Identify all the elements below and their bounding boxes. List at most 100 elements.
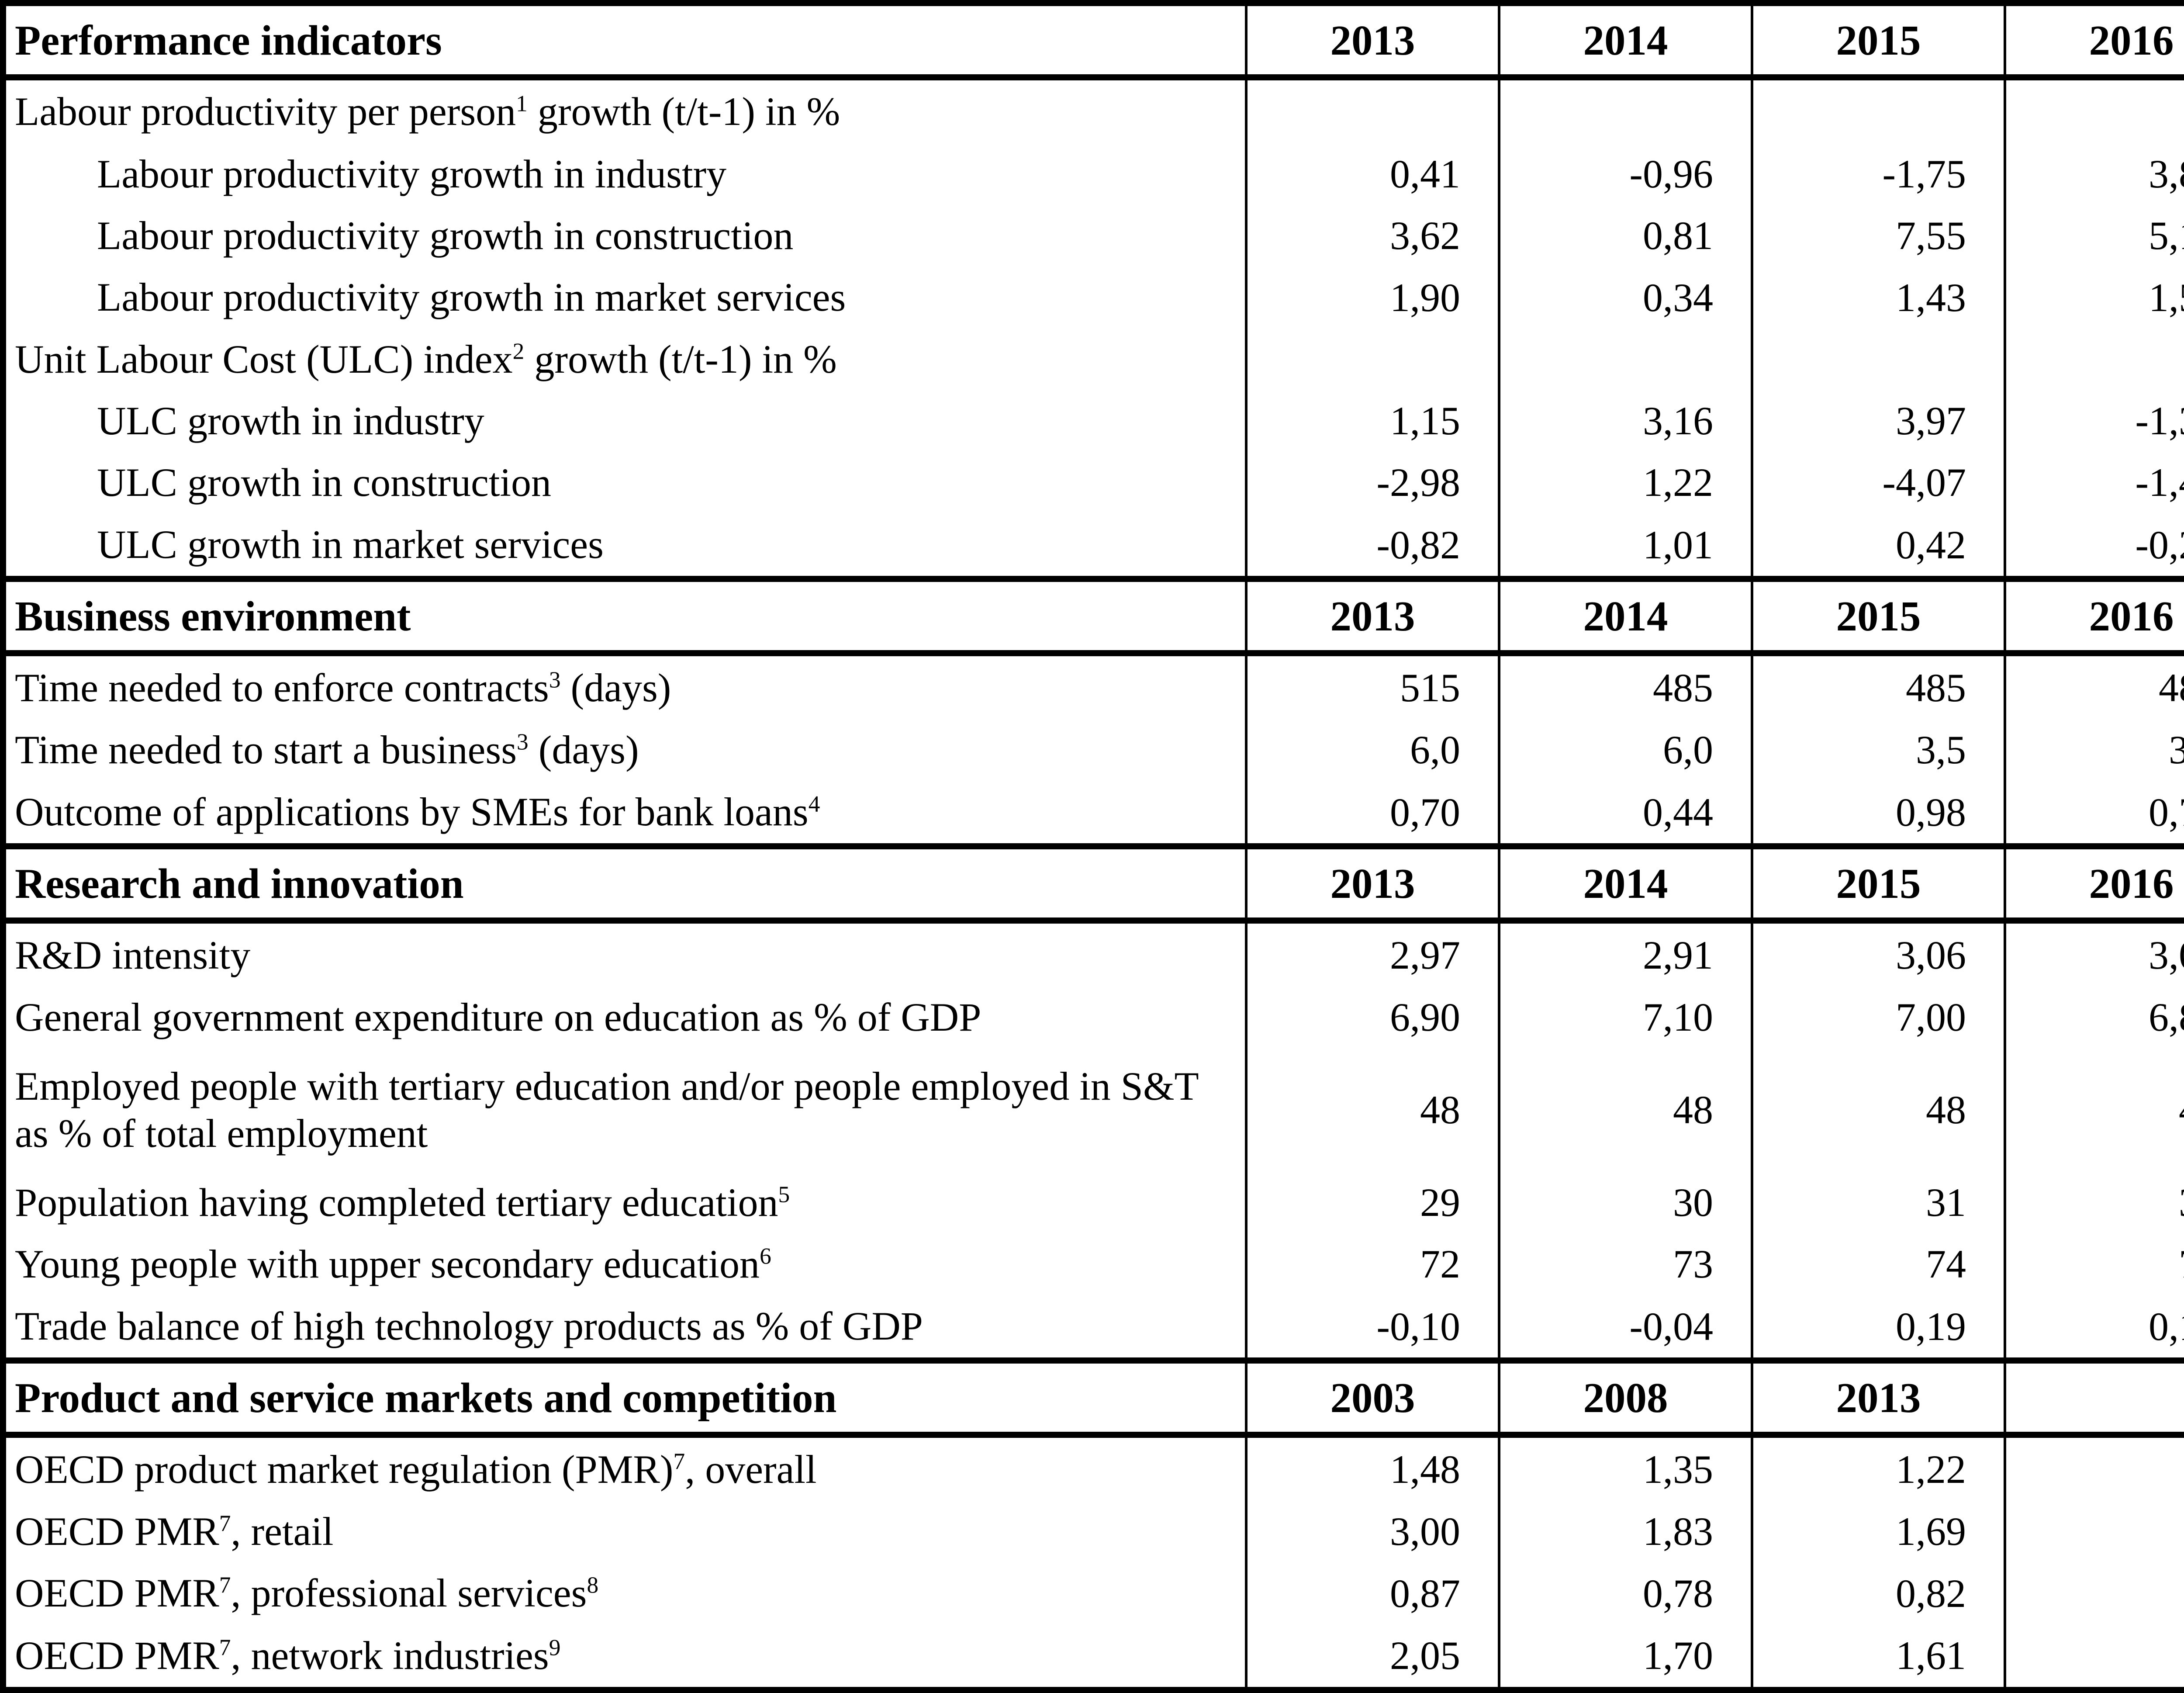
section-title: Research and innovation [3,843,1246,924]
value-cell: 6,0 [1498,719,1752,781]
table-row: ULC growth in construction -2,98 1,22 -4,07… [3,451,2184,513]
value-cell: 0,79 [2004,780,2184,847]
value-cell: 515 [1245,653,1499,719]
row-label: Unit Labour Cost (ULC) index2 growth (t/… [3,328,1246,390]
value-cell: 49 [2004,1048,2184,1172]
value-cell [2004,1624,2184,1690]
value-cell: 5,16 [2004,204,2184,267]
label-text: , network industries [231,1633,549,1678]
table-row: Trade balance of high technology product… [3,1295,2184,1361]
year-header: 2016 [2004,576,2184,657]
value-cell [2004,328,2184,390]
row-label: Employed people with tertiary education … [3,1048,1246,1172]
value-cell [1245,328,1499,390]
footnote-marker: 1 [516,90,528,117]
footnote-marker: 3 [549,666,561,693]
row-label: General government expenditure on educat… [3,987,1246,1048]
year-header: 2015 [1751,576,2005,657]
label-text: General government expenditure on educat… [15,995,981,1040]
value-cell: 73 [1498,1233,1752,1295]
value-cell: 1,50 [2004,266,2184,329]
value-cell: 3,97 [1751,390,2005,452]
table-row: ULC growth in market services -0,82 1,01 0,… [3,513,2184,579]
table-row: Labour productivity growth in constructi… [3,204,2184,267]
table-row: Time needed to enforce contracts3 (days)… [3,653,2184,719]
footnote-marker: 2 [512,337,525,364]
value-cell: 3,5 [1751,719,2005,781]
value-cell: 1,01 [1498,513,1752,579]
table-row: ULC growth in industry1,153,163,97-1,360… [3,390,2184,452]
footnote-marker: 6 [760,1243,771,1269]
value-cell: 0,87 [1245,1562,1499,1624]
value-cell: 1,61 [1751,1624,2005,1690]
value-cell: 3,62 [1245,204,1499,267]
year-header: 2015 [1751,0,2005,80]
value-cell: 3,5 [2004,719,2184,781]
value-cell: 48 [1245,1048,1499,1172]
label-text: , retail [231,1509,334,1554]
value-cell: 485 [1498,653,1752,719]
value-cell: 2,05 [1245,1624,1499,1690]
label-text: Labour productivity growth in market ser… [97,275,846,320]
row-label: Outcome of applications by SMEs for bank… [3,781,1246,846]
label-text: ULC growth in market services [97,522,604,567]
value-cell: -0,10 [1245,1295,1499,1361]
indicator-table-body: Performance indicators201320142015201620… [3,0,2184,1690]
row-label: ULC growth in industry [3,390,1246,451]
value-cell: 7,00 [1751,986,2005,1048]
value-cell: 72 [1245,1233,1499,1295]
value-cell [1498,77,1752,143]
value-cell: -1,36 [2004,390,2184,452]
value-cell: 48 [1498,1048,1752,1172]
table-row: Time needed to start a business3 (days) 6… [3,719,2184,781]
label-text: Unit Labour Cost (ULC) index [15,336,513,381]
section-header-row: Research and innovation20132014201520162… [3,843,2184,924]
label-text: ULC growth in construction [97,460,551,505]
value-cell: -0,04 [1498,1295,1752,1361]
value-cell: 1,69 [1751,1500,2005,1563]
section-header-row: Product and service markets and competit… [3,1357,2184,1438]
label-text: Population having completed tertiary edu… [15,1180,778,1225]
value-cell: 75 [2004,1233,2184,1295]
value-cell: 2,97 [1245,921,1499,987]
row-label: ULC growth in market services [3,513,1246,579]
label-text: Performance indicators [15,17,442,64]
value-cell: 7,55 [1751,204,2005,267]
row-label: Trade balance of high technology product… [3,1295,1246,1361]
label-text: growth (t/t-1) in % [524,336,837,381]
footnote-marker: 5 [778,1181,790,1208]
value-cell: 0,42 [1751,513,2005,579]
row-label: Labour productivity per person1 growth (… [3,77,1246,143]
label-text: Product and service markets and competit… [15,1374,837,1421]
value-cell: 3,16 [1498,390,1752,452]
value-cell: 48 [1751,1048,2005,1172]
value-cell: 6,80 [2004,986,2184,1048]
value-cell: 29 [1245,1171,1499,1233]
row-label: OECD PMR7, network industries9 [3,1624,1246,1690]
table-row: Outcome of applications by SMEs for bank… [3,780,2184,847]
label-text: Employed people with tertiary education … [15,1063,1199,1156]
value-cell: 485 [1751,653,2005,719]
value-cell: 30 [1498,1171,1752,1233]
year-header: 2013 [1245,843,1499,924]
row-label: Young people with upper secondary educat… [3,1233,1246,1295]
value-cell: 1,90 [1245,266,1499,329]
footnote-marker: 7 [219,1634,231,1661]
label-text: Time needed to start a business [15,727,517,772]
value-cell: 0,70 [1245,780,1499,847]
label-text: Young people with upper secondary educat… [15,1242,760,1287]
footnote-marker: 7 [673,1448,685,1475]
year-header: 2013 [1245,576,1499,657]
year-header [2004,1357,2184,1438]
label-text: Trade balance of high technology product… [15,1304,923,1349]
value-cell: 74 [1751,1233,2005,1295]
value-cell [2004,1562,2184,1624]
row-label: Time needed to start a business3 (days) [3,719,1246,781]
value-cell: 0,34 [1498,266,1752,329]
row-label: Labour productivity growth in industry [3,143,1246,204]
label-text: Time needed to enforce contracts [15,665,549,710]
value-cell: -0,26 [2004,513,2184,579]
value-cell: -1,42 [2004,451,2184,513]
